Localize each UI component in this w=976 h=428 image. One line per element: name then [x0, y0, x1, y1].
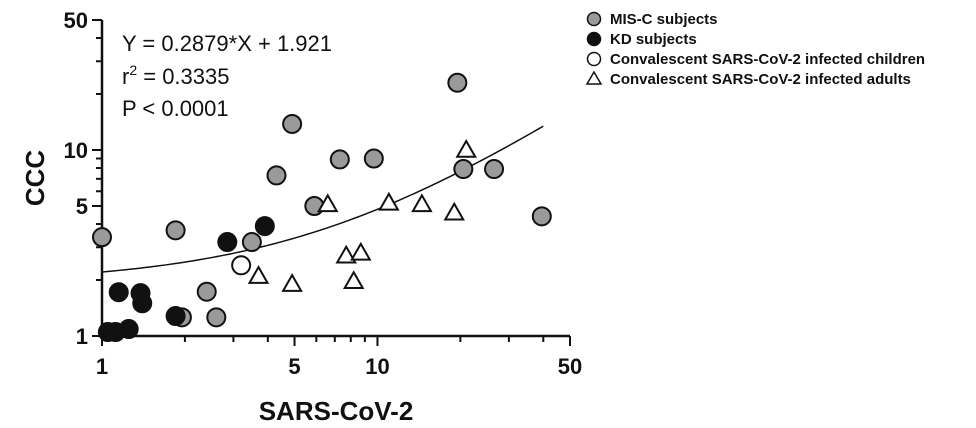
data-point-series-3: [231, 255, 252, 276]
data-point-series-2: [254, 216, 275, 237]
data-point-series-1: [329, 149, 350, 170]
data-point-series-1: [92, 227, 112, 248]
data-point-series-1: [165, 220, 186, 241]
x-tick-label: 1: [96, 354, 108, 379]
legend-label: MIS-C subjects: [610, 11, 718, 28]
fit-line-layer: [101, 125, 544, 273]
data-point-series-4: [317, 193, 339, 213]
axes: 1 5 10 50 1 5 10 50: [64, 8, 583, 379]
legend-item: Convalescent SARS-CoV-2 infected adults: [585, 70, 911, 88]
data-point-series-4: [342, 270, 365, 289]
x-tick-label: 50: [558, 354, 582, 379]
regression-line: [101, 125, 544, 273]
x-tick-label: 5: [288, 354, 300, 379]
y-tick-label: 5: [76, 194, 88, 219]
legend-item: MIS-C subjects: [586, 11, 718, 28]
legend-marker: [585, 70, 603, 85]
data-point-series-2: [132, 293, 153, 314]
data-point-series-1: [363, 148, 384, 169]
legend-label: Convalescent SARS-CoV-2 infected childre…: [610, 51, 925, 68]
legend-label: Convalescent SARS-CoV-2 infected adults: [610, 71, 911, 88]
data-point-series-1: [453, 159, 474, 180]
legend-marker: [586, 31, 602, 47]
data-point-series-4: [350, 241, 372, 261]
p-value-annotation: P < 0.0001: [122, 96, 229, 121]
data-point-series-2: [165, 306, 186, 327]
data-point-series-4: [378, 191, 400, 211]
data-point-series-1: [241, 232, 262, 253]
y-tick-label: 50: [64, 8, 88, 33]
data-point-series-1: [484, 159, 505, 180]
data-point-series-1: [206, 307, 227, 328]
legend: MIS-C subjects KD subjects Convalescent SA…: [585, 11, 925, 88]
data-point-series-1: [447, 72, 468, 93]
y-tick-label: 10: [64, 138, 88, 163]
legend-item: KD subjects: [586, 31, 697, 48]
legend-item: Convalescent SARS-CoV-2 infected childre…: [586, 51, 925, 68]
data-point-series-4: [411, 193, 433, 213]
data-point-series-2: [108, 282, 129, 303]
data-point-series-2: [118, 319, 139, 340]
r-squared-annotation: r2 = 0.3335: [122, 62, 230, 89]
data-points: [92, 72, 552, 343]
data-point-series-4: [455, 138, 477, 158]
data-point-series-1: [531, 206, 552, 227]
data-point-series-1: [266, 165, 287, 186]
data-point-series-1: [282, 113, 303, 134]
y-axis-title: CCC: [20, 150, 50, 207]
data-point-series-1: [196, 281, 217, 302]
data-point-series-2: [217, 232, 238, 253]
legend-marker: [586, 11, 602, 27]
data-point-series-4: [335, 244, 357, 264]
data-point-series-4: [247, 265, 270, 284]
y-tick-label: 1: [76, 324, 88, 349]
x-axis-title: SARS-CoV-2: [259, 396, 414, 426]
legend-label: KD subjects: [610, 31, 697, 48]
legend-marker: [586, 51, 602, 67]
equation-annotation: Y = 0.2879*X + 1.921: [122, 31, 332, 56]
x-tick-label: 10: [365, 354, 389, 379]
data-point-series-4: [443, 201, 465, 221]
data-point-series-4: [281, 273, 303, 292]
